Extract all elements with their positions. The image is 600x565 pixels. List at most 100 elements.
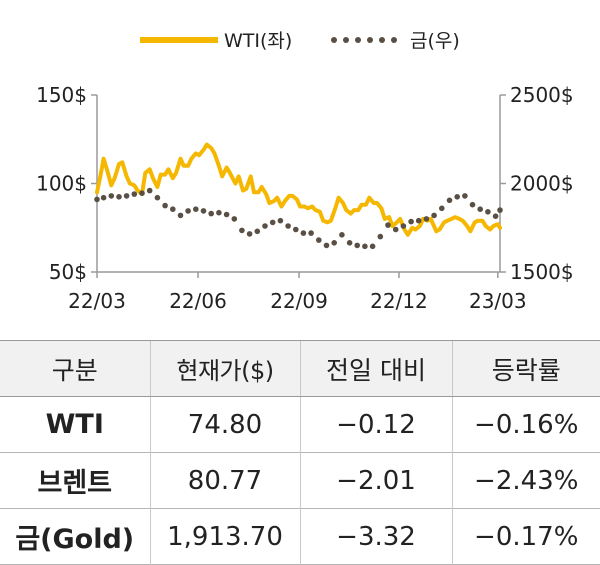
gold-point xyxy=(269,219,276,226)
series-gold xyxy=(94,187,503,250)
gold-point xyxy=(239,227,245,234)
legend: WTI(좌) 금(우) xyxy=(140,30,460,52)
gold-point xyxy=(100,194,107,201)
gold-point xyxy=(346,240,353,246)
legend-gold-dot xyxy=(367,37,373,43)
gold-point xyxy=(392,226,399,233)
gold-point xyxy=(285,223,291,229)
x-tick-label: 22/06 xyxy=(169,289,227,313)
gold-point xyxy=(254,228,261,235)
gold-point xyxy=(231,216,238,222)
gold-point xyxy=(116,194,122,200)
legend-gold-dot xyxy=(331,37,337,43)
gold-point xyxy=(497,207,503,213)
legend-wti-label: WTI(좌) xyxy=(224,30,292,52)
gold-point xyxy=(439,205,445,212)
gold-point xyxy=(454,194,461,200)
plot-area xyxy=(94,142,503,250)
chart: WTI(좌) 금(우) 50$ 100$ 150$ 1500$ 2000$ 2500$ 22/… xyxy=(36,30,574,313)
gold-point xyxy=(185,208,191,214)
axes: 50$ 100$ 150$ 1500$ 2000$ 2500$ 22/03 22/06 22/0… xyxy=(36,83,574,313)
gold-point xyxy=(354,242,361,249)
row-rate: −0.16% xyxy=(451,396,600,453)
series-wti-line xyxy=(95,142,502,237)
gold-point xyxy=(400,223,407,229)
gold-point xyxy=(362,243,368,250)
x-tick-label: 23/03 xyxy=(469,289,527,313)
price-summary-table: 구분 현재가($) 전일 대비 등락률 WTI 74.80 −0.12 −0.1… xyxy=(0,340,600,565)
gold-point xyxy=(200,208,207,214)
row-change: −3.32 xyxy=(299,508,452,565)
gold-point xyxy=(108,193,115,199)
table-row: WTI 74.80 −0.12 −0.16% xyxy=(0,396,600,453)
gold-point xyxy=(408,218,414,225)
row-price: 74.80 xyxy=(149,396,300,453)
row-rate: −2.43% xyxy=(451,452,600,509)
y-tick-label-right: 1500$ xyxy=(510,260,574,284)
gold-point xyxy=(193,206,199,212)
gold-point xyxy=(262,223,268,229)
gold-point xyxy=(385,222,391,228)
y-tick-label-right: 2500$ xyxy=(510,83,574,107)
row-item: 금(Gold) xyxy=(15,524,135,555)
table-header-price: 현재가($) xyxy=(149,340,300,397)
y-tick-label-right: 2000$ xyxy=(510,172,574,196)
gold-point xyxy=(146,187,153,194)
gold-point xyxy=(369,243,376,250)
gold-point xyxy=(492,213,499,219)
gold-point xyxy=(431,212,437,219)
gold-point xyxy=(477,206,484,212)
table-row: 브렌트 80.77 −2.01 −2.43% xyxy=(0,452,600,509)
table-row: 금(Gold) 1,913.70 −3.32 −0.17% xyxy=(0,508,600,565)
table-header-item: 구분 xyxy=(0,340,150,397)
gold-point xyxy=(139,190,145,196)
row-price: 1,913.70 xyxy=(149,508,300,565)
row-price: 80.77 xyxy=(149,452,300,509)
gold-point xyxy=(469,201,476,208)
gold-point xyxy=(162,202,168,209)
legend-gold-label: 금(우) xyxy=(410,30,460,52)
gold-point xyxy=(293,226,299,233)
gold-point xyxy=(485,209,491,215)
x-tick-label: 22/03 xyxy=(68,289,126,313)
gold-point xyxy=(339,232,345,238)
gold-point xyxy=(316,237,322,243)
legend-gold-dot xyxy=(355,37,361,43)
gold-point xyxy=(131,191,138,197)
gold-point xyxy=(415,217,422,224)
gold-point xyxy=(323,242,330,249)
legend-gold-swatch xyxy=(331,37,397,43)
gold-point xyxy=(277,217,284,224)
gold-point xyxy=(170,206,176,212)
gold-point xyxy=(308,230,314,236)
table-header-row: 구분 현재가($) 전일 대비 등락률 xyxy=(0,340,600,397)
legend-gold-dot xyxy=(379,37,385,43)
gold-point xyxy=(123,193,130,199)
y-tick-label-left: 100$ xyxy=(36,172,87,196)
gold-point xyxy=(216,209,222,216)
x-tick-label: 22/09 xyxy=(270,289,328,313)
row-item: WTI xyxy=(45,409,104,440)
gold-point xyxy=(154,194,161,201)
y-tick-label-left: 50$ xyxy=(49,260,87,284)
row-item: 브렌트 xyxy=(37,468,113,499)
y-tick-label-left: 150$ xyxy=(36,83,87,107)
gold-point xyxy=(223,211,230,218)
row-change: −2.01 xyxy=(299,452,452,509)
legend-gold-dot xyxy=(391,37,397,43)
gold-point xyxy=(462,193,468,199)
gold-point xyxy=(377,233,384,240)
row-rate: −0.17% xyxy=(451,508,600,565)
gold-point xyxy=(423,216,430,222)
legend-gold-dot xyxy=(343,37,349,43)
x-tick-label: 22/12 xyxy=(370,289,428,313)
gold-point xyxy=(300,230,307,236)
gold-point xyxy=(246,231,253,237)
table-header-change: 전일 대비 xyxy=(299,340,452,397)
gold-point xyxy=(177,212,184,219)
gold-point xyxy=(94,196,100,203)
table-header-rate: 등락률 xyxy=(451,340,600,397)
gold-point xyxy=(446,197,453,204)
row-change: −0.12 xyxy=(299,396,452,453)
gold-point xyxy=(331,240,338,246)
